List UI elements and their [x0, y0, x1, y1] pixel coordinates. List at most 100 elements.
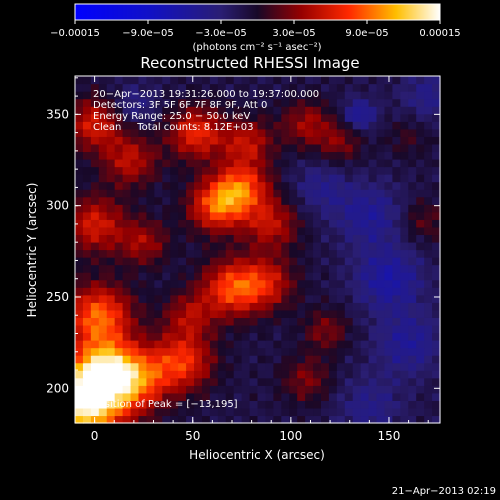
- heatmap-cell: [241, 121, 251, 130]
- heatmap-cell: [241, 83, 251, 92]
- heatmap-cell: [257, 143, 267, 153]
- plot-frame: [74, 75, 441, 424]
- heatmap-cell: [257, 249, 267, 258]
- heatmap-cell: [186, 377, 195, 386]
- heatmap-cell: [233, 166, 243, 175]
- heatmap-cell: [368, 377, 378, 386]
- heatmap-cell: [368, 158, 378, 168]
- heatmap-cell: [201, 234, 211, 243]
- heatmap-cell: [201, 407, 211, 417]
- heatmap-cell: [138, 272, 148, 281]
- heatmap-cell: [297, 241, 306, 251]
- heatmap-cell: [392, 392, 401, 401]
- heatmap-cell: [130, 385, 140, 394]
- heatmap-cell: [114, 317, 124, 326]
- heatmap-cell: [328, 83, 338, 92]
- heatmap-cell: [82, 181, 92, 190]
- heatmap-cell: [122, 355, 132, 364]
- heatmap-cell: [297, 113, 306, 122]
- heatmap-cell: [368, 302, 378, 311]
- heatmap-cell: [106, 294, 116, 303]
- heatmap-cell: [114, 287, 124, 296]
- heatmap-cell: [368, 362, 378, 371]
- heatmap-cell: [328, 113, 338, 122]
- heatmap-cell: [201, 264, 211, 273]
- heatmap-cell: [273, 340, 282, 349]
- heatmap-cell: [186, 264, 195, 273]
- heatmap-cell: [320, 211, 330, 220]
- heatmap-cell: [392, 241, 401, 251]
- heatmap-cell: [376, 279, 386, 288]
- heatmap-cell: [273, 272, 282, 281]
- heatmap-cell: [273, 106, 282, 115]
- heatmap-cell: [249, 385, 259, 394]
- heatmap-cell: [130, 309, 140, 318]
- heatmap-cell: [98, 377, 108, 386]
- heatmap-cell: [289, 136, 298, 145]
- heatmap-cell: [400, 370, 409, 379]
- heatmap-cell: [392, 309, 401, 318]
- heatmap-cell: [122, 128, 132, 137]
- heatmap-cell: [265, 324, 274, 334]
- heatmap-cell: [424, 317, 433, 326]
- heatmap-cell: [106, 166, 116, 175]
- heatmap-cell: [146, 257, 155, 266]
- heatmap-cell: [392, 377, 401, 386]
- heatmap-cell: [249, 317, 259, 326]
- heatmap-cell: [376, 362, 386, 371]
- heatmap-cell: [186, 302, 195, 311]
- heatmap-cell: [305, 257, 314, 266]
- heatmap-cell: [178, 317, 187, 326]
- heatmap-cell: [98, 241, 108, 251]
- heatmap-cell: [408, 128, 417, 137]
- heatmap-cell: [368, 249, 378, 258]
- heatmap-cell: [400, 143, 409, 153]
- heatmap-cell: [225, 309, 235, 318]
- heatmap-cell: [201, 302, 211, 311]
- heatmap-cell: [249, 309, 259, 318]
- heatmap-cell: [154, 340, 163, 349]
- heatmap-cell: [75, 340, 84, 349]
- heatmap-cell: [201, 143, 211, 153]
- heatmap-cell: [273, 196, 282, 205]
- heatmap-cell: [424, 234, 433, 243]
- heatmap-cell: [281, 76, 290, 85]
- heatmap-cell: [98, 347, 108, 356]
- heatmap-cell: [360, 309, 370, 318]
- heatmap-cell: [432, 272, 441, 281]
- heatmap-cell: [376, 272, 386, 281]
- heatmap-cell: [106, 211, 116, 220]
- heatmap-cell: [90, 158, 100, 168]
- heatmap-cell: [273, 91, 282, 100]
- heatmap-cell: [265, 302, 274, 311]
- heatmap-cell: [424, 181, 433, 190]
- heatmap-cell: [225, 196, 235, 205]
- heatmap-cell: [170, 370, 179, 379]
- heatmap-cell: [416, 362, 425, 371]
- heatmap-cell: [265, 377, 274, 386]
- heatmap-cell: [209, 272, 219, 281]
- heatmap-cell: [320, 241, 330, 251]
- heatmap-cell: [186, 400, 195, 409]
- heatmap-cell: [416, 106, 425, 115]
- heatmap-cell: [122, 113, 132, 122]
- heatmap-cell: [194, 347, 203, 356]
- heatmap-cell: [368, 385, 378, 394]
- heatmap-cell: [376, 415, 386, 424]
- heatmap-cell: [344, 158, 354, 168]
- heatmap-cell: [408, 257, 417, 266]
- heatmap-cell: [305, 272, 314, 281]
- heatmap-cell: [273, 302, 282, 311]
- heatmap-cell: [90, 128, 100, 137]
- colorbar-tick-label: 0.00015: [419, 28, 460, 39]
- heatmap-cell: [75, 249, 84, 258]
- heatmap-cell: [336, 377, 346, 386]
- y-tick-label: 250: [46, 290, 69, 304]
- heatmap-cell: [146, 355, 155, 364]
- heatmap-cell: [225, 385, 235, 394]
- heatmap-cell: [82, 370, 92, 379]
- heatmap-cell: [90, 415, 100, 424]
- heatmap-cell: [225, 219, 235, 228]
- heatmap-cell: [424, 302, 433, 311]
- heatmap-cell: [424, 151, 433, 160]
